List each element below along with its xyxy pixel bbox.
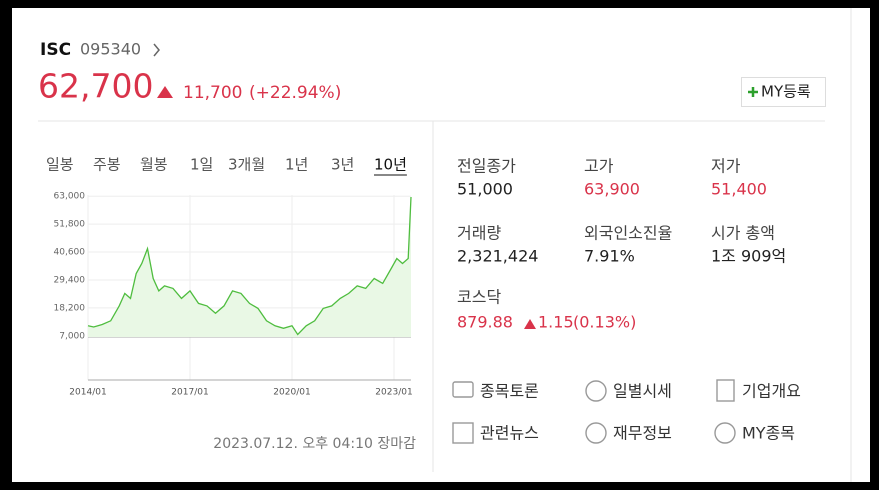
stock-name[interactable]: ISC [40, 40, 71, 60]
x-tick-label: 2020/01 [273, 388, 310, 398]
stat-value: 1조 909억 [711, 247, 786, 266]
area [88, 197, 411, 337]
stat-label: 시가 총액 [711, 224, 775, 243]
link[interactable]: 재무정보 [613, 424, 672, 443]
link[interactable]: 기업개요 [742, 382, 801, 401]
stock-code[interactable]: 095340 [80, 40, 141, 59]
chart: 63,000 51,800 40,600 29,400 18,200 7,000 2014/… [54, 192, 413, 398]
tab[interactable]: 월봉 [140, 156, 168, 174]
stat-value: 63,900 [584, 180, 640, 199]
icon-news [452, 422, 474, 444]
y-tick-label: 7,000 [59, 331, 85, 341]
link-icons [452, 379, 736, 444]
stat-label: 저가 [711, 157, 741, 176]
timestamp: 2023.07.12. 오후 04:10 장마감 [213, 436, 416, 452]
tab[interactable]: 일봉 [46, 156, 74, 174]
tab[interactable]: 3년 [331, 156, 354, 174]
y-tick-label: 29,400 [54, 275, 86, 285]
market-value: 879.88 [457, 313, 513, 332]
tab[interactable]: 주봉 [93, 156, 121, 174]
tab[interactable]: 1년 [285, 156, 308, 174]
link[interactable]: 관련뉴스 [480, 424, 539, 443]
summary: 전일종가 51,000 고가 63,900 저가 51,400 거래량 2,321,424 외국… [457, 157, 801, 443]
market-change: 1.15 [538, 313, 574, 332]
link[interactable]: 종목토론 [480, 382, 539, 401]
my-button-label[interactable]: MY등록 [761, 83, 811, 101]
stat-label: 고가 [584, 157, 614, 176]
tab[interactable]: 1일 [190, 156, 213, 174]
y-tick-label: 18,200 [54, 303, 86, 313]
price-change-rate: (+22.94%) [249, 83, 341, 103]
y-tick-label: 40,600 [54, 248, 86, 258]
x-tick-label: 2023/01 [375, 388, 412, 398]
link[interactable]: MY종목 [742, 424, 795, 443]
icon-board [452, 381, 474, 398]
price: 62,700 [38, 67, 153, 106]
icon-company [716, 379, 735, 402]
price-line [87, 196, 412, 336]
y-tick-label: 63,000 [54, 192, 86, 202]
stat-value: 51,400 [711, 180, 767, 199]
stat-label: 거래량 [457, 224, 501, 243]
icon-my [714, 422, 736, 444]
tab[interactable]: 3개월 [228, 156, 265, 174]
tabs: 일봉 주봉 월봉 1일 3개월 1년 3년 10년 [46, 156, 407, 176]
plus-icon [748, 87, 758, 97]
stat-label: 전일종가 [457, 157, 516, 176]
up-arrow [524, 319, 536, 329]
stat-label: 외국인소진율 [584, 224, 672, 243]
price-change: 11,700 [183, 83, 242, 103]
stat-value: 51,000 [457, 180, 513, 199]
x-tick-label: 2017/01 [171, 388, 208, 398]
x-tick-label: 2014/01 [69, 388, 106, 398]
link[interactable]: 일별시세 [613, 382, 672, 401]
icon-finance [585, 422, 607, 444]
chevron[interactable] [153, 43, 160, 57]
y-tick-label: 51,800 [54, 220, 86, 230]
up-arrow [157, 86, 173, 98]
panel [12, 8, 870, 482]
icon-daily [585, 380, 607, 402]
stat-value: 2,321,424 [457, 247, 538, 266]
market-label: 코스닥 [457, 288, 501, 307]
stat-value: 7.91% [584, 247, 635, 266]
market-change-rate: (0.13%) [573, 313, 636, 332]
tab[interactable]: 10년 [374, 156, 407, 174]
